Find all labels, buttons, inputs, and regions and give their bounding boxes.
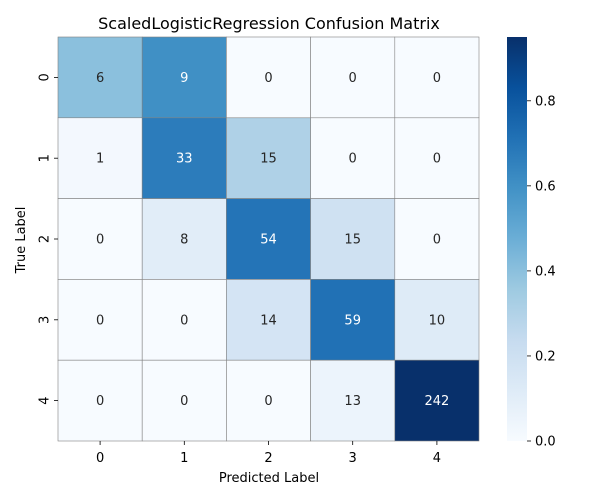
- x-tick-label: 4: [433, 451, 441, 466]
- y-axis-ticks: 0 1 2 3 4: [38, 73, 58, 405]
- colorbar-tick-label: 0.4: [535, 264, 556, 279]
- cell-value-label: 54: [260, 233, 277, 248]
- heatmap-cell: [141, 36, 227, 119]
- cell-value-label: 0: [180, 394, 188, 409]
- x-tick-label: 1: [180, 451, 188, 466]
- x-tick-label: 0: [96, 451, 104, 466]
- cell-value-label: 0: [433, 71, 441, 86]
- cell-value-label: 0: [433, 233, 441, 248]
- heatmap-cell: [394, 279, 480, 361]
- cell-value-label: 0: [433, 152, 441, 167]
- colorbar-tick-label: 0.6: [535, 179, 556, 194]
- heatmap-cell: [57, 36, 143, 119]
- heatmap-cell: [394, 36, 480, 119]
- cell-value-label: 0: [180, 313, 188, 328]
- y-tick-label: 4: [38, 396, 53, 404]
- heatmap-cell: [226, 279, 311, 361]
- heatmap-cell: [141, 198, 227, 280]
- x-axis-ticks: 0 1 2 3 4: [96, 441, 441, 466]
- x-axis-label: Predicted Label: [219, 471, 319, 486]
- chart-title: ScaledLogisticRegression Confusion Matri…: [98, 14, 440, 33]
- cell-value-label: 0: [96, 233, 104, 248]
- cell-value-label: 0: [349, 152, 357, 167]
- heatmap-cell: [226, 117, 311, 199]
- cell-value-label: 10: [429, 313, 446, 328]
- heatmap-cell: [57, 117, 143, 199]
- cell-value-label: 59: [344, 313, 361, 328]
- heatmap-cell: [310, 279, 396, 361]
- cell-value-label: 242: [424, 394, 449, 409]
- y-tick-label: 2: [38, 235, 53, 243]
- y-tick-label: 3: [38, 316, 53, 324]
- colorbar-tick-label: 0.8: [535, 94, 556, 109]
- heatmap-cell: [394, 359, 480, 442]
- colorbar-tick-label: 0.0: [535, 435, 556, 450]
- cell-value-label: 13: [344, 394, 361, 409]
- y-tick-label: 1: [38, 154, 53, 162]
- cell-value-label: 33: [176, 152, 193, 167]
- cell-value-label: 6: [96, 71, 104, 86]
- heatmap-cell: [141, 359, 227, 442]
- cell-value-label: 0: [349, 71, 357, 86]
- x-tick-label: 3: [349, 451, 357, 466]
- cell-value-label: 0: [264, 394, 272, 409]
- colorbar-ticks: 0.0 0.2 0.4 0.6 0.8: [527, 94, 556, 450]
- y-axis-label: True Label: [14, 207, 29, 275]
- heatmap-cell: [226, 198, 311, 280]
- colorbar-tick-label: 0.2: [535, 349, 556, 364]
- heatmap-cell: [394, 198, 480, 280]
- colorbar: 0.0 0.2 0.4 0.6 0.8: [507, 37, 556, 450]
- cell-value-label: 0: [264, 71, 272, 86]
- heatmap-cell: [310, 36, 396, 119]
- heatmap-cell: [141, 279, 227, 361]
- cell-value-label: 14: [260, 313, 277, 328]
- cell-value-label: 0: [96, 313, 104, 328]
- heatmap-cell: [310, 198, 396, 280]
- y-tick-label: 0: [38, 73, 53, 81]
- heatmap-cell: [394, 117, 480, 199]
- cell-value-label: 15: [260, 152, 277, 167]
- heatmap-cell: [226, 359, 311, 442]
- heatmap-annotations: 6 9 0 0 0 1 33 15 0 0 0 8 54 15 0 0 0 14 59 10 0 0 0 13 242: [96, 71, 449, 409]
- cell-value-label: 8: [180, 233, 188, 248]
- cell-value-label: 1: [96, 152, 104, 167]
- heatmap-cells: [57, 36, 480, 442]
- cell-value-label: 15: [344, 233, 361, 248]
- x-tick-label: 2: [264, 451, 272, 466]
- heatmap-cell: [226, 36, 311, 119]
- cell-value-label: 0: [96, 394, 104, 409]
- cell-value-label: 9: [180, 71, 188, 86]
- heatmap-cell: [57, 359, 143, 442]
- colorbar-gradient: [507, 37, 527, 441]
